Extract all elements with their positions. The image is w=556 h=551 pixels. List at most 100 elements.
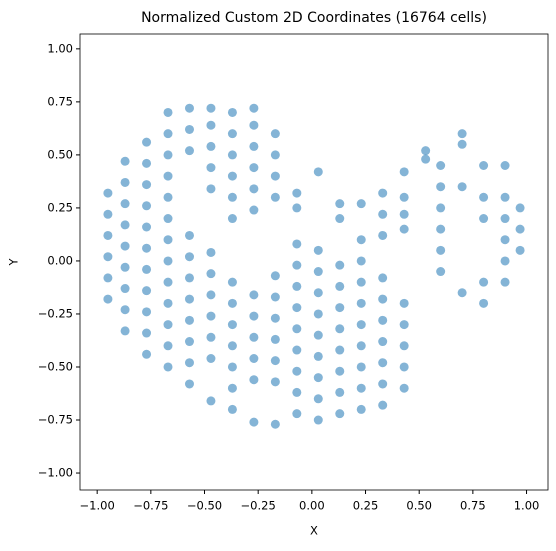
- point: [206, 163, 216, 173]
- point: [184, 230, 194, 240]
- point: [515, 245, 525, 255]
- point: [378, 230, 388, 240]
- point: [378, 188, 388, 198]
- point: [163, 320, 173, 330]
- point: [206, 290, 216, 300]
- point: [270, 171, 280, 181]
- x-tick-label: 0.50: [406, 499, 432, 513]
- point: [335, 409, 345, 419]
- point: [436, 245, 446, 255]
- point: [227, 150, 237, 160]
- point: [335, 366, 345, 376]
- point: [249, 311, 259, 321]
- point: [227, 362, 237, 372]
- point: [184, 337, 194, 347]
- point: [142, 222, 152, 232]
- point: [206, 332, 216, 342]
- point: [292, 281, 302, 291]
- point: [500, 160, 510, 170]
- point: [163, 277, 173, 287]
- y-tick-label: −1.00: [38, 466, 73, 480]
- point: [421, 154, 431, 164]
- point: [163, 256, 173, 266]
- point: [356, 199, 366, 209]
- point: [421, 146, 431, 156]
- point: [335, 345, 345, 355]
- point: [120, 241, 130, 251]
- point: [292, 260, 302, 270]
- point: [270, 334, 280, 344]
- point: [399, 383, 409, 393]
- point: [206, 120, 216, 130]
- point: [292, 324, 302, 334]
- point: [356, 235, 366, 245]
- point: [227, 320, 237, 330]
- chart-title: Normalized Custom 2D Coordinates (16764 …: [141, 10, 487, 26]
- point: [292, 188, 302, 198]
- point: [206, 247, 216, 257]
- y-tick-label: 0.50: [47, 147, 73, 161]
- point: [103, 209, 113, 219]
- point: [163, 150, 173, 160]
- x-tick-label: 1.00: [514, 499, 540, 513]
- point: [184, 103, 194, 113]
- point: [479, 192, 489, 202]
- point: [227, 171, 237, 181]
- y-tick-label: 1.00: [47, 41, 73, 55]
- point: [227, 298, 237, 308]
- point: [500, 235, 510, 245]
- point: [313, 415, 323, 425]
- point: [142, 307, 152, 317]
- point: [378, 273, 388, 283]
- point: [120, 177, 130, 187]
- point: [292, 366, 302, 376]
- point: [249, 163, 259, 173]
- point: [103, 230, 113, 240]
- point: [270, 356, 280, 366]
- point: [270, 292, 280, 302]
- point: [227, 107, 237, 117]
- point: [292, 203, 302, 213]
- point: [378, 337, 388, 347]
- point: [270, 377, 280, 387]
- point: [356, 383, 366, 393]
- y-tick-label: 0.75: [47, 94, 73, 108]
- point: [378, 379, 388, 389]
- point: [103, 294, 113, 304]
- point: [436, 160, 446, 170]
- point: [227, 192, 237, 202]
- point: [249, 375, 259, 385]
- point: [270, 419, 280, 429]
- point: [142, 243, 152, 253]
- point: [103, 188, 113, 198]
- point: [356, 404, 366, 414]
- point: [120, 220, 130, 230]
- point: [206, 269, 216, 279]
- point: [163, 341, 173, 351]
- point: [479, 298, 489, 308]
- point: [184, 124, 194, 134]
- point: [378, 400, 388, 410]
- point: [120, 305, 130, 315]
- point: [227, 214, 237, 224]
- point: [249, 184, 259, 194]
- point: [184, 273, 194, 283]
- point: [270, 313, 280, 323]
- point: [378, 358, 388, 368]
- point: [184, 358, 194, 368]
- point: [103, 252, 113, 262]
- x-tick-label: 0.75: [460, 499, 486, 513]
- point: [313, 167, 323, 177]
- y-tick-label: −0.50: [38, 359, 73, 373]
- x-tick-label: −0.50: [187, 499, 222, 513]
- point: [163, 362, 173, 372]
- y-tick-label: −0.75: [38, 413, 73, 427]
- point: [313, 288, 323, 298]
- point: [378, 294, 388, 304]
- point: [120, 262, 130, 272]
- point: [206, 396, 216, 406]
- point: [184, 294, 194, 304]
- point: [335, 303, 345, 313]
- point: [356, 320, 366, 330]
